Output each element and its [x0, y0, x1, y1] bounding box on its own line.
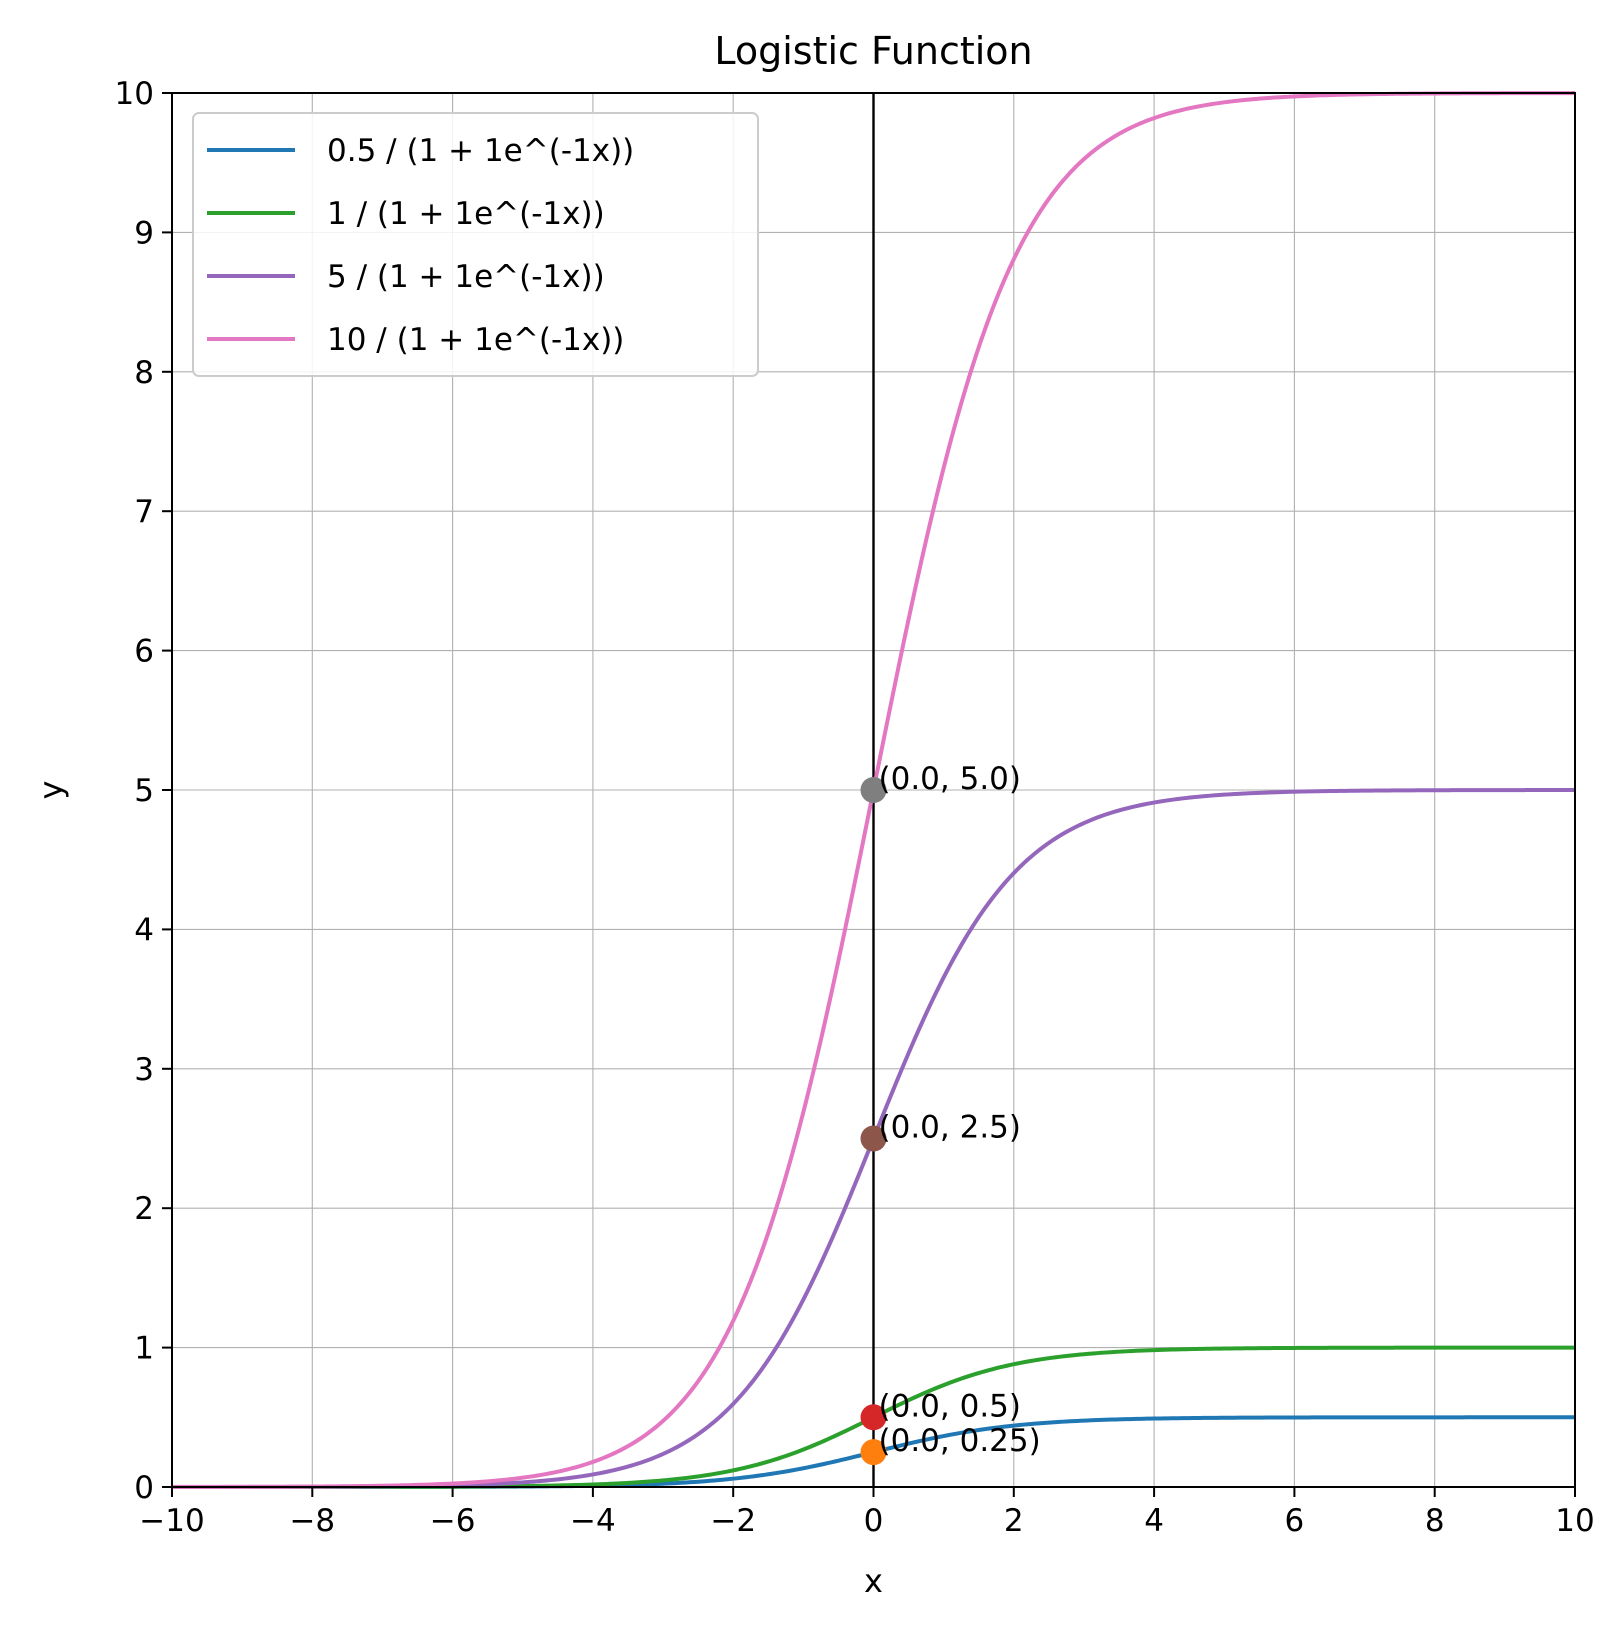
data-point-4 — [860, 777, 887, 803]
y-tick-label: 6 — [134, 634, 154, 670]
y-tick-label: 1 — [134, 1331, 154, 1367]
legend-label: 5 / (1 + 1e^(-1x)) — [327, 259, 605, 295]
data-point-1 — [860, 1439, 887, 1466]
x-axis-label: x — [864, 1562, 883, 1600]
data-point-2 — [860, 1404, 887, 1431]
x-tick-label: 10 — [1555, 1503, 1594, 1539]
x-tick-label: −6 — [430, 1503, 476, 1539]
y-tick-label: 10 — [115, 76, 154, 112]
x-tick-label: 2 — [1004, 1503, 1024, 1539]
legend: 0.5 / (1 + 1e^(-1x)) 1 / (1 + 1e^(-1x)) 5 … — [192, 112, 759, 377]
y-tick-label: 3 — [134, 1052, 154, 1088]
point-annotation-3: (0.0, 2.5) — [879, 1110, 1022, 1146]
legend-label: 1 / (1 + 1e^(-1x)) — [327, 196, 605, 232]
legend-box — [192, 112, 759, 377]
x-tick-label: −4 — [570, 1503, 616, 1539]
y-ticks: 0 1 2 3 4 5 6 7 8 9 10 — [115, 76, 172, 1506]
x-tick-label: −8 — [289, 1503, 335, 1539]
x-tick-label: −2 — [710, 1503, 756, 1539]
legend-label: 0.5 / (1 + 1e^(-1x)) — [327, 133, 634, 169]
x-tick-label: 4 — [1144, 1503, 1164, 1539]
y-tick-label: 9 — [134, 215, 154, 251]
y-tick-label: 7 — [134, 494, 154, 530]
x-tick-label: 0 — [864, 1503, 884, 1539]
x-tick-label: 8 — [1425, 1503, 1445, 1539]
y-tick-label: 5 — [134, 773, 154, 809]
x-ticks: −10 −8 −6 −4 −2 0 2 4 6 8 10 — [139, 1487, 1595, 1539]
point-annotation-2: (0.0, 0.5) — [879, 1388, 1022, 1424]
point-annotation-1: (0.0, 0.25) — [879, 1423, 1041, 1459]
point-annotation-4: (0.0, 5.0) — [879, 761, 1022, 797]
legend-label: 10 / (1 + 1e^(-1x)) — [327, 322, 624, 358]
y-axis-label: y — [32, 781, 70, 800]
y-tick-label: 0 — [134, 1470, 154, 1506]
x-tick-label: −10 — [139, 1503, 204, 1539]
x-tick-label: 6 — [1285, 1503, 1305, 1539]
y-tick-label: 8 — [134, 355, 154, 391]
y-tick-label: 2 — [134, 1191, 154, 1227]
data-point-3 — [860, 1125, 887, 1152]
points-group: (0.0, 0.25)(0.0, 0.5) (0.0, 2.5) (0.0, 5.0… — [860, 761, 1041, 1466]
y-tick-label: 4 — [134, 912, 154, 948]
chart-title: Logistic Function — [714, 29, 1032, 73]
